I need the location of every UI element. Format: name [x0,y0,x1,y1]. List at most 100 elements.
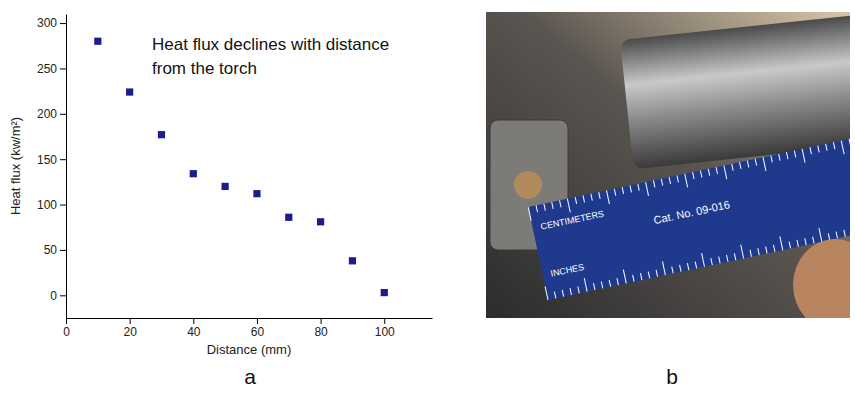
ruler-tick [763,157,766,171]
ruler-tick [661,179,662,186]
ruler-tick [669,177,670,184]
ruler-tick [826,144,827,151]
x-tick-mark [130,318,131,324]
x-tick: 40 [187,318,201,339]
x-tick-label: 100 [375,325,395,339]
ruler-tick [716,167,717,174]
x-tick-label: 20 [123,325,137,339]
ruler-tick [741,245,744,259]
y-tick-label: 300 [37,16,57,30]
point [349,257,356,264]
ruler-tick [623,270,626,284]
ruler-tick [708,169,709,176]
ruler-tick [758,248,759,255]
ruler-tick [528,207,531,221]
ruler-tick [786,152,787,159]
x-tick-mark [66,318,67,324]
ruler-tick [545,286,548,300]
ruler-tick [771,156,772,163]
ruler-tick [695,262,696,269]
point [317,218,324,225]
y-tick: 300 [37,16,66,30]
ruler-tick [560,200,561,207]
x-axis-line [67,318,433,319]
x-tick: 60 [251,318,265,339]
x-tick-mark [257,318,258,324]
point [94,38,101,45]
x-tick-label: 40 [187,325,201,339]
sensor-face [514,171,542,199]
ruler-text: Cat. No. 09-016 [652,198,730,226]
ruler-tick [734,253,735,260]
ruler-tick [562,290,563,297]
ruler-tick [818,146,819,153]
ruler-tick [617,278,618,285]
ruler-tick [711,258,712,265]
ruler-tick [841,141,844,155]
y-tick-mark [60,114,66,115]
ruler-tick [570,288,571,295]
y-tick-mark [60,205,66,206]
point [126,88,133,95]
ruler-tick [633,275,634,282]
x-tick-mark [321,318,322,324]
y-tick-label: 0 [50,289,57,303]
y-tick-mark [60,68,66,69]
ruler-tick [828,233,829,240]
ruler-tick [672,267,673,274]
ruler-text: INCHES [550,262,585,279]
y-tick-mark [60,159,66,160]
point [285,214,292,221]
ruler-tick [724,165,727,179]
y-tick-label: 50 [44,243,58,257]
x-tick: 80 [314,318,328,339]
ruler-tick [685,174,688,188]
y-tick: 100 [37,198,66,212]
ruler-tick [702,253,705,267]
ruler-tick [789,242,790,249]
point [381,289,388,296]
ruler-tick [584,278,587,292]
y-tick: 250 [37,62,66,76]
ruler-tick [700,170,701,177]
point [158,131,165,138]
ruler-tick [638,184,639,191]
photo: CENTIMETERSCat. No. 09-016INCHES [486,12,850,318]
ruler-tick [536,205,537,212]
ruler-tick [646,182,649,196]
torch [620,13,850,169]
ruler-tick [747,161,748,168]
ruler-tick [779,154,780,161]
ruler-tick [575,197,576,204]
point [190,170,197,177]
y-tick: 50 [44,243,66,257]
ruler-tick [554,291,555,298]
ruler-tick [622,187,623,194]
ruler-tick [583,195,584,202]
y-axis: 050100150200250300 [37,15,67,319]
ruler-tick [755,159,756,166]
y-tick-mark [60,295,66,296]
ruler-tick [732,164,733,171]
ruler-tick [849,139,850,146]
ruler-tick [599,192,600,199]
ruler-tick [662,261,665,275]
x-tick-mark [193,318,194,324]
panel-label: a [244,365,256,388]
y-tick: 0 [50,289,66,303]
x-tick-label: 80 [314,325,328,339]
x-axis: 020406080100 [63,318,432,339]
x-tick-label: 60 [251,325,265,339]
ruler-tick [677,175,678,182]
thumb [793,239,850,318]
ruler-tick [552,202,553,209]
ruler-tick [593,283,594,290]
ruler-tick [567,199,570,213]
ruler-tick [719,257,720,264]
ruler-tick [578,286,579,293]
panel-label: b [666,365,678,388]
x-tick-mark [384,318,385,324]
ruler-tick [607,190,610,204]
ruler-tick [601,282,602,289]
ruler-tick [740,162,741,169]
